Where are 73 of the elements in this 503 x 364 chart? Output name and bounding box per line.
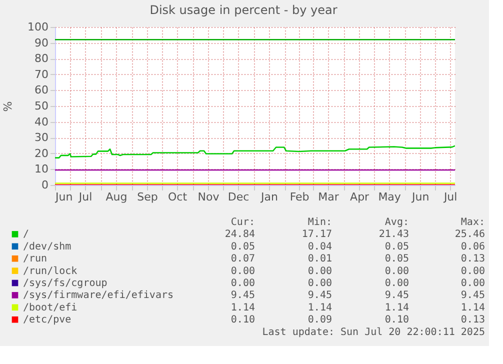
x-tick-label: Feb bbox=[290, 190, 310, 204]
text: 9.45 bbox=[308, 290, 332, 302]
text: 0.00 bbox=[230, 266, 255, 277]
y-tick-label: 80 bbox=[34, 52, 48, 66]
y-tick-label: 100 bbox=[28, 20, 48, 34]
text: 0.00 bbox=[308, 278, 332, 289]
text: 1.14 bbox=[384, 302, 409, 314]
legend-label: /run bbox=[23, 254, 48, 265]
y-tick-label: 0 bbox=[42, 178, 48, 192]
text: 0.00 bbox=[460, 278, 485, 289]
y-tick-label: 10 bbox=[34, 162, 48, 176]
x-tick-label: Aug bbox=[106, 190, 128, 204]
text: 0.00 bbox=[460, 266, 485, 277]
text: 0.05 bbox=[384, 254, 409, 265]
y-tick-label: 40 bbox=[34, 115, 48, 128]
text: 0.00 bbox=[384, 266, 409, 277]
text: 0.07 bbox=[230, 254, 255, 265]
legend-label: /sys/firmware/efi/efivars bbox=[23, 290, 174, 302]
text: 0.01 bbox=[308, 254, 332, 265]
text: 0.10 bbox=[230, 314, 255, 326]
y-tick-label: 50 bbox=[34, 100, 48, 112]
text: 0.05 bbox=[384, 241, 409, 252]
text: 0.04 bbox=[308, 241, 332, 252]
text: Avg: bbox=[384, 217, 409, 228]
x-tick-label: Jul bbox=[442, 190, 458, 204]
x-tick-label: Dec bbox=[228, 190, 250, 204]
x-tick-label: Apr bbox=[350, 190, 370, 204]
y-axis-title: % bbox=[2, 101, 15, 112]
x-tick-label: May bbox=[378, 190, 402, 204]
line-series bbox=[55, 145, 455, 158]
legend-label: /etc/pve bbox=[23, 314, 72, 326]
text: 0.00 bbox=[384, 278, 409, 289]
y-tick-label: 60 bbox=[34, 84, 48, 97]
text: 17.17 bbox=[302, 229, 332, 240]
y-tick-label: 20 bbox=[34, 146, 48, 160]
text: 9.45 bbox=[384, 290, 409, 302]
x-tick-label: Mar bbox=[318, 190, 340, 204]
text: 25.46 bbox=[454, 229, 485, 240]
legend-label: /dev/shm bbox=[23, 241, 72, 252]
x-tick-label: Jul bbox=[78, 190, 92, 204]
text: 1.14 bbox=[230, 302, 255, 314]
y-tick-label: 70 bbox=[34, 68, 48, 81]
text: 0.06 bbox=[460, 241, 485, 252]
text: 0.00 bbox=[308, 266, 332, 277]
legend-label: /boot/efi bbox=[23, 302, 78, 314]
text: 24.84 bbox=[224, 229, 255, 240]
y-tick-label: 90 bbox=[34, 36, 48, 50]
text: 9.45 bbox=[460, 290, 485, 302]
x-tick-label: Sep bbox=[137, 190, 158, 204]
x-tick-label: Nov bbox=[198, 190, 220, 204]
legend-label: /run/lock bbox=[23, 266, 78, 277]
x-tick-label: Jun bbox=[410, 190, 430, 204]
chart-title: Disk usage in percent - by year bbox=[150, 3, 338, 17]
text: Cur: bbox=[230, 217, 255, 228]
x-tick-label: Oct bbox=[168, 190, 188, 204]
text: 0.10 bbox=[384, 314, 409, 326]
text: 9.45 bbox=[230, 290, 255, 302]
text: 1.14 bbox=[460, 302, 485, 314]
x-tick-label: Jan bbox=[260, 190, 278, 204]
text: Last update: Sun Jul 20 22:00:11 2025 bbox=[262, 326, 485, 338]
text: 1.14 bbox=[308, 302, 332, 314]
text: 0.13 bbox=[460, 254, 485, 265]
x-tick-label: Jun bbox=[54, 190, 73, 204]
text: 0.00 bbox=[230, 278, 255, 289]
text: 0.09 bbox=[308, 314, 332, 326]
y-tick-label: 30 bbox=[34, 131, 48, 144]
text: Min: bbox=[308, 217, 332, 228]
text: Max: bbox=[460, 217, 485, 228]
text: 0.05 bbox=[230, 241, 255, 252]
legend-label: / bbox=[23, 229, 30, 240]
legend-label: /sys/fs/cgroup bbox=[23, 278, 108, 289]
text: 21.43 bbox=[378, 229, 409, 240]
text: 0.13 bbox=[460, 314, 485, 326]
